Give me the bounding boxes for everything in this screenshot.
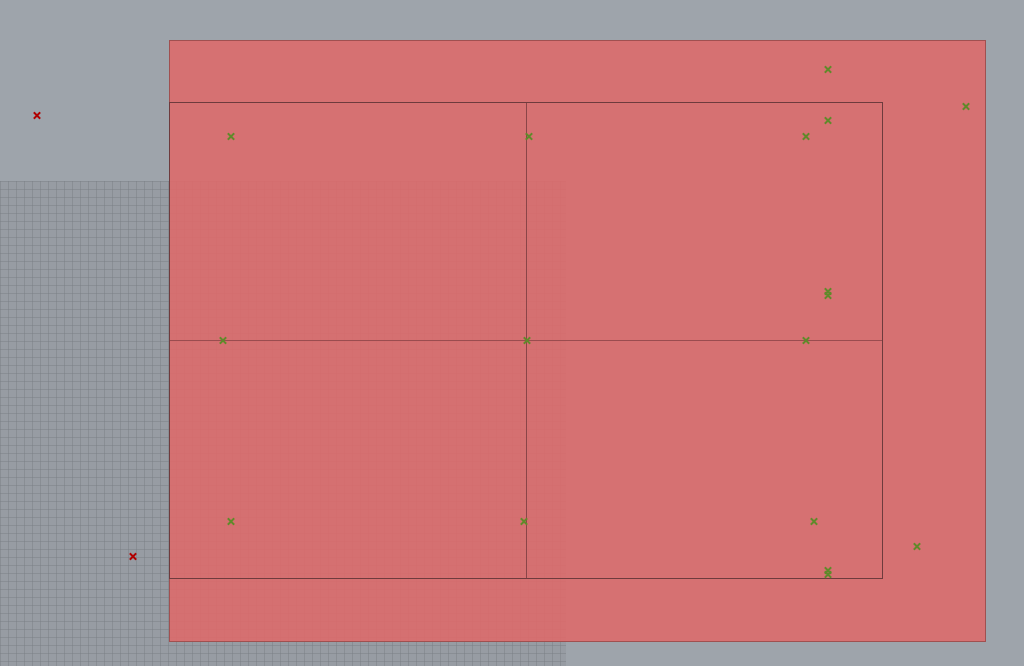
point-marker-icon[interactable]: [227, 518, 234, 525]
point-marker-icon[interactable]: [802, 133, 809, 140]
point-marker-icon[interactable]: [824, 292, 831, 299]
point-marker-icon[interactable]: [913, 543, 920, 550]
point-marker-icon[interactable]: [962, 103, 969, 110]
point-marker-icon[interactable]: [824, 117, 831, 124]
point-marker-icon[interactable]: [219, 337, 226, 344]
point-marker-icon[interactable]: [810, 518, 817, 525]
point-marker-icon[interactable]: [129, 553, 136, 560]
point-marker-icon[interactable]: [33, 112, 40, 119]
point-marker-icon[interactable]: [802, 337, 809, 344]
point-marker-icon[interactable]: [824, 571, 831, 578]
point-marker-icon[interactable]: [227, 133, 234, 140]
outer-rectangle-surface[interactable]: [169, 40, 986, 642]
inner-rectangle-frame[interactable]: [169, 102, 883, 579]
point-marker-icon[interactable]: [520, 518, 527, 525]
point-marker-icon[interactable]: [523, 337, 530, 344]
point-marker-icon[interactable]: [525, 133, 532, 140]
point-marker-icon[interactable]: [824, 66, 831, 73]
